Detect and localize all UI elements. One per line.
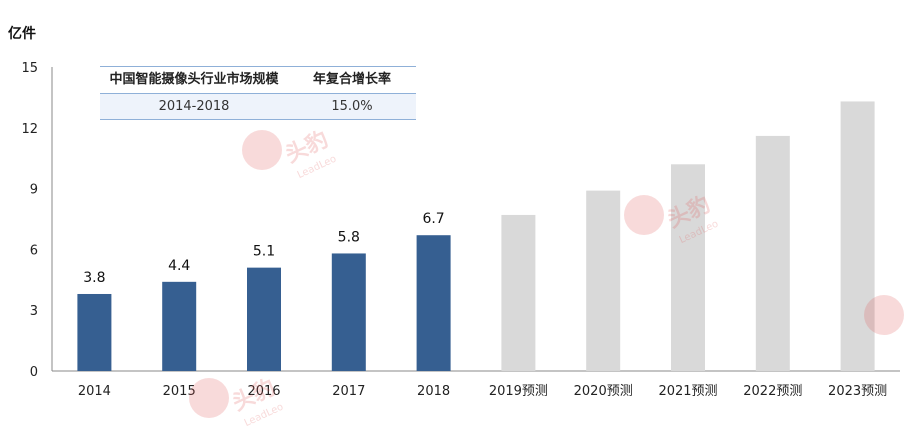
bars xyxy=(77,101,875,371)
table-cell-period: 2014-2018 xyxy=(100,93,288,120)
x-tick-label: 2016 xyxy=(247,384,280,399)
x-tick-label: 2023预测 xyxy=(828,384,887,399)
x-tick-label: 2014 xyxy=(78,384,111,399)
y-tick-label: 15 xyxy=(21,61,38,76)
bar-2021预测 xyxy=(671,164,705,371)
data-label: 5.8 xyxy=(338,229,360,245)
bar-2015 xyxy=(162,281,197,371)
table-header-row: 中国智能摄像头行业市场规模 年复合增长率 xyxy=(100,66,416,94)
y-tick-label: 12 xyxy=(21,122,38,137)
y-tick-label: 9 xyxy=(30,183,38,198)
data-label: 3.8 xyxy=(83,270,105,286)
bar-2019预测 xyxy=(501,214,536,371)
bar-2017 xyxy=(331,253,366,371)
bar-2023预测 xyxy=(840,101,875,371)
x-tick-label: 2021预测 xyxy=(658,384,717,399)
y-axis-unit-label: 亿件 xyxy=(8,25,36,42)
x-tick-label: 2017 xyxy=(332,384,365,399)
data-label: 5.1 xyxy=(253,244,275,260)
x-tick-label: 2015 xyxy=(163,384,196,399)
data-label: 4.4 xyxy=(168,258,190,274)
table-header-market-size: 中国智能摄像头行业市场规模 xyxy=(109,72,279,87)
bar-2014 xyxy=(77,293,112,371)
cagr-table: 中国智能摄像头行业市场规模 年复合增长率 2014-2018 15.0% xyxy=(100,66,416,120)
y-tick-label: 3 xyxy=(30,304,38,319)
x-tick-label: 2022预测 xyxy=(743,384,802,399)
table-cell-cagr-value: 15.0% xyxy=(288,93,416,120)
x-tick-label: 2019预测 xyxy=(489,384,548,399)
data-labels: 3.8 4.4 5.1 5.8 6.7 xyxy=(83,211,444,286)
bar-2016 xyxy=(247,267,281,371)
data-label: 6.7 xyxy=(422,211,444,227)
y-axis-ticks: 0 3 6 9 12 15 xyxy=(21,61,38,380)
bar-2018 xyxy=(416,235,451,371)
table-row: 2014-2018 15.0% xyxy=(100,93,416,120)
x-tick-label: 2020预测 xyxy=(574,384,633,399)
bar-2020预测 xyxy=(586,190,621,371)
x-tick-label: 2018 xyxy=(417,384,450,399)
table-header-cagr: 年复合增长率 xyxy=(312,72,391,87)
y-tick-label: 0 xyxy=(30,365,38,380)
y-tick-label: 6 xyxy=(30,243,38,258)
bar-2022预测 xyxy=(755,135,790,371)
x-axis-ticks: 2014 2015 2016 2017 2018 2019预测 2020预测 2021预测 20… xyxy=(78,384,887,399)
